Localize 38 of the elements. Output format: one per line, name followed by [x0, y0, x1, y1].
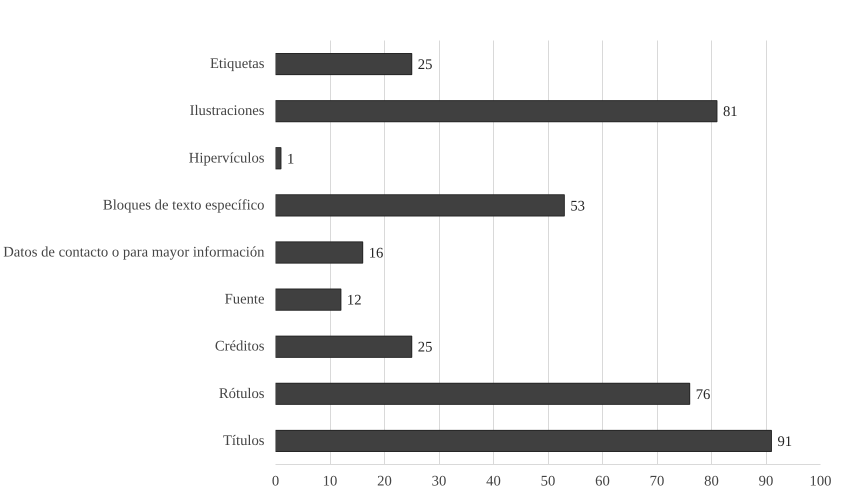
bar	[276, 52, 412, 76]
bar	[276, 194, 565, 216]
x-tick-label: 80	[704, 474, 719, 488]
data-label: 81	[722, 104, 738, 120]
y-tick-label: Créditos	[214, 338, 265, 355]
x-tick-label: 20	[377, 474, 392, 488]
bar	[276, 100, 718, 122]
data-label: 1	[286, 151, 294, 168]
x-tick-label: 40	[486, 474, 501, 488]
y-tick-label: Hipervículos	[188, 150, 265, 166]
x-tick-label: 10	[322, 474, 338, 488]
bar	[276, 336, 412, 358]
x-tick-label: 70	[650, 474, 664, 488]
data-label: 25	[418, 340, 432, 356]
x-tick-label: 60	[595, 474, 610, 488]
y-tick-label: Títulos	[222, 432, 265, 449]
bar	[276, 241, 364, 264]
data-label: 12	[346, 292, 362, 309]
data-label: 53	[570, 198, 586, 214]
bar	[276, 147, 282, 170]
bar	[276, 288, 342, 311]
data-label: 16	[368, 246, 384, 262]
y-tick-label: Fuente	[224, 292, 264, 308]
bar	[276, 430, 772, 452]
y-tick-label: Bloques de texto específico	[102, 197, 264, 214]
y-tick-label: Ilustraciones	[190, 103, 265, 120]
bar	[276, 382, 690, 405]
x-tick-label: 100	[810, 474, 832, 488]
data-label: 25	[418, 57, 432, 74]
y-tick-label: Rótulos	[218, 386, 265, 402]
y-tick-label: Datos de contacto o para mayor información	[3, 244, 266, 260]
data-label: 76	[696, 386, 710, 403]
x-tick-label: 50	[540, 474, 556, 488]
x-tick-label: 90	[758, 474, 774, 488]
data-label: 91	[777, 434, 792, 450]
y-tick-label: Etiquetas	[210, 56, 265, 72]
x-tick-label: 30	[432, 474, 446, 488]
x-tick-label: 0	[272, 474, 280, 488]
